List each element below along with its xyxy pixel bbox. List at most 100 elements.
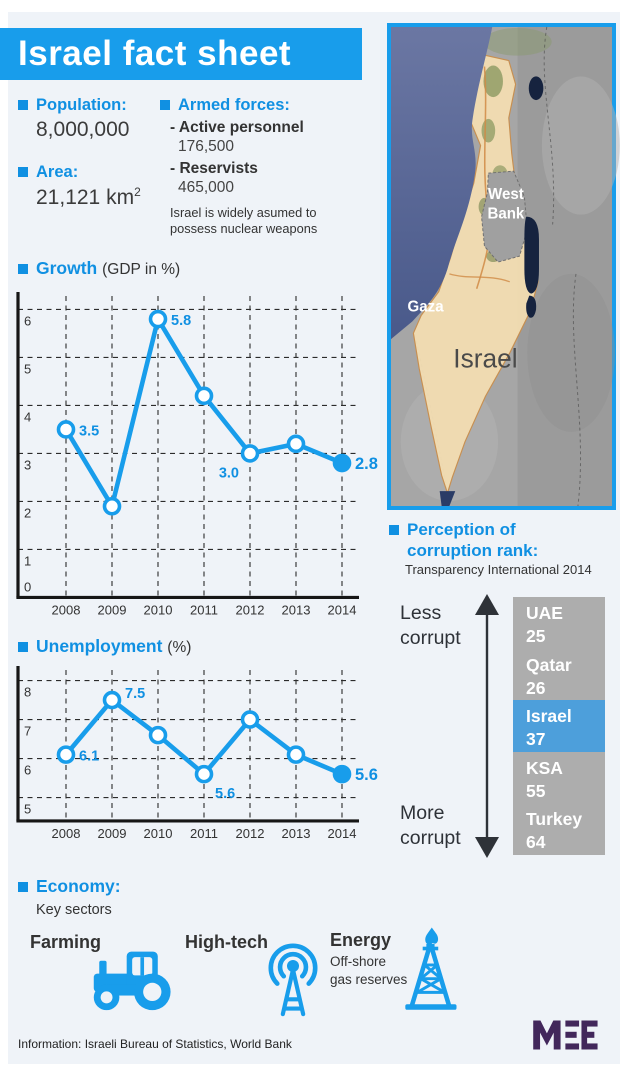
corruption-heading-line1: Perception of — [407, 520, 516, 539]
unemployment-title: Unemployment — [36, 636, 163, 656]
svg-text:2.8: 2.8 — [355, 455, 378, 473]
less-corrupt-label: Less corrupt — [400, 601, 461, 651]
armed-item: - Active personnel 176,500 — [170, 119, 375, 156]
growth-title-suffix: (GDP in %) — [102, 261, 181, 278]
area-label: Area: — [36, 163, 79, 181]
svg-text:6: 6 — [24, 313, 31, 328]
population-heading: Population: — [18, 96, 158, 115]
economy-heading: Economy: — [18, 876, 121, 897]
map-label-gaza: Gaza — [408, 298, 445, 315]
sector-label-hightech: High-tech — [185, 932, 268, 952]
corruption-row: UAE 25 — [513, 597, 605, 649]
antenna-icon — [268, 943, 318, 1017]
corruption-row: Qatar 26 — [513, 648, 605, 701]
less-corrupt-line1: Less — [400, 602, 442, 624]
country-name: Qatar — [526, 654, 572, 675]
bullet-icon — [18, 100, 28, 110]
svg-text:2010: 2010 — [144, 826, 173, 841]
armed-item-label: - Reservists — [170, 160, 258, 177]
country-rank: 64 — [526, 832, 546, 853]
svg-text:6.1: 6.1 — [79, 749, 99, 765]
bullet-icon — [18, 264, 28, 274]
country-rank: 55 — [526, 780, 546, 801]
map-label-west-bank: West — [488, 186, 524, 203]
svg-text:2009: 2009 — [98, 602, 127, 617]
svg-text:5: 5 — [24, 361, 31, 376]
svg-text:0: 0 — [24, 579, 31, 594]
svg-text:2012: 2012 — [236, 602, 265, 617]
country-name: Israel — [526, 706, 572, 727]
map-label-west-bank: Bank — [487, 206, 524, 223]
title-banner: Israel fact sheet — [0, 28, 362, 80]
country-rank: 37 — [526, 729, 546, 750]
armed-forces-heading: Armed forces: — [160, 96, 375, 115]
svg-text:1: 1 — [24, 553, 31, 568]
armed-item-label: - Active personnel — [170, 119, 304, 136]
facts-left-column: Population: 8,000,000 Area: 21,121 km2 — [18, 96, 158, 210]
mee-logo — [533, 1020, 598, 1050]
area-superscript: 2 — [134, 185, 141, 199]
svg-text:5.8: 5.8 — [171, 313, 191, 329]
country-name: KSA — [526, 757, 563, 778]
area-value: 21,121 km2 — [36, 185, 158, 210]
svg-text:5.6: 5.6 — [215, 786, 235, 802]
armed-forces-column: Armed forces: - Active personnel 176,500… — [160, 96, 375, 237]
svg-text:2011: 2011 — [190, 602, 218, 617]
svg-text:2013: 2013 — [282, 826, 311, 841]
bullet-icon — [160, 100, 170, 110]
svg-text:3.0: 3.0 — [219, 465, 239, 481]
country-name: Turkey — [526, 809, 583, 830]
armed-forces-label: Armed forces: — [178, 96, 290, 114]
country-name: UAE — [526, 603, 563, 623]
nuclear-note-line2: possess nuclear weapons — [170, 221, 318, 236]
area-heading: Area: — [18, 163, 158, 182]
country-rank: 26 — [526, 677, 546, 698]
population-label: Population: — [36, 96, 127, 114]
unemployment-title-suffix: (%) — [167, 639, 192, 656]
svg-text:2010: 2010 — [144, 602, 173, 617]
bullet-icon — [18, 167, 28, 177]
energy-note-line1: Off-shore — [330, 954, 387, 969]
oil-rig-icon — [405, 927, 457, 1010]
bullet-icon — [18, 642, 28, 652]
corruption-arrow-icon — [475, 594, 499, 858]
svg-text:7: 7 — [24, 724, 31, 739]
svg-text:2014: 2014 — [328, 602, 357, 617]
svg-text:5: 5 — [24, 802, 31, 817]
more-corrupt-label: More corrupt — [400, 801, 461, 851]
bullet-icon — [389, 525, 399, 535]
svg-text:6: 6 — [24, 763, 31, 778]
corruption-ranking-list: UAE 25 Qatar 26 Israel 37 KSA 55 Turkey 64 — [513, 597, 605, 855]
svg-text:2008: 2008 — [52, 826, 81, 841]
growth-title: Growth — [36, 258, 98, 278]
growth-heading: Growth (GDP in %) — [18, 258, 180, 279]
key-sectors-label: Key sectors — [36, 902, 112, 918]
svg-text:2013: 2013 — [282, 602, 311, 617]
sector-label-farming: Farming — [30, 932, 102, 952]
less-corrupt-line2: corrupt — [400, 627, 461, 649]
corruption-row: KSA 55 — [513, 751, 605, 804]
population-value: 8,000,000 — [36, 118, 130, 141]
israel-map-graphic: West Bank Gaza Israel — [391, 26, 620, 507]
svg-text:8: 8 — [24, 685, 31, 700]
corruption-heading: Perception of corruption rank: — [389, 519, 538, 561]
svg-text:7.5: 7.5 — [125, 686, 145, 702]
bullet-icon — [18, 882, 28, 892]
svg-text:4: 4 — [24, 409, 31, 424]
corruption-heading-line2: corruption rank: — [407, 541, 539, 560]
unemployment-heading: Unemployment (%) — [18, 636, 191, 657]
corruption-row: Turkey 64 — [513, 803, 605, 855]
israel-map: West Bank Gaza Israel — [387, 23, 620, 510]
nuclear-note: Israel is widely asumed to possess nucle… — [170, 205, 375, 237]
source-note: Information: Israeli Bureau of Statistic… — [18, 1037, 292, 1051]
energy-note: Off-shore gas reserves — [330, 953, 407, 989]
page-title: Israel fact sheet — [18, 34, 292, 73]
armed-item-value: 465,000 — [178, 179, 235, 196]
map-label-israel: Israel — [453, 344, 517, 374]
corruption-row-israel: Israel 37 — [513, 700, 605, 752]
economy-title: Economy: — [36, 876, 121, 896]
nuclear-note-line1: Israel is widely asumed to — [170, 205, 317, 220]
unemployment-line-chart: 2008 2009 2010 2011 2012 2013 2014 5 6 7 8 6.1 7.5 5.… — [16, 666, 378, 841]
armed-item: - Reservists 465,000 — [170, 160, 375, 197]
